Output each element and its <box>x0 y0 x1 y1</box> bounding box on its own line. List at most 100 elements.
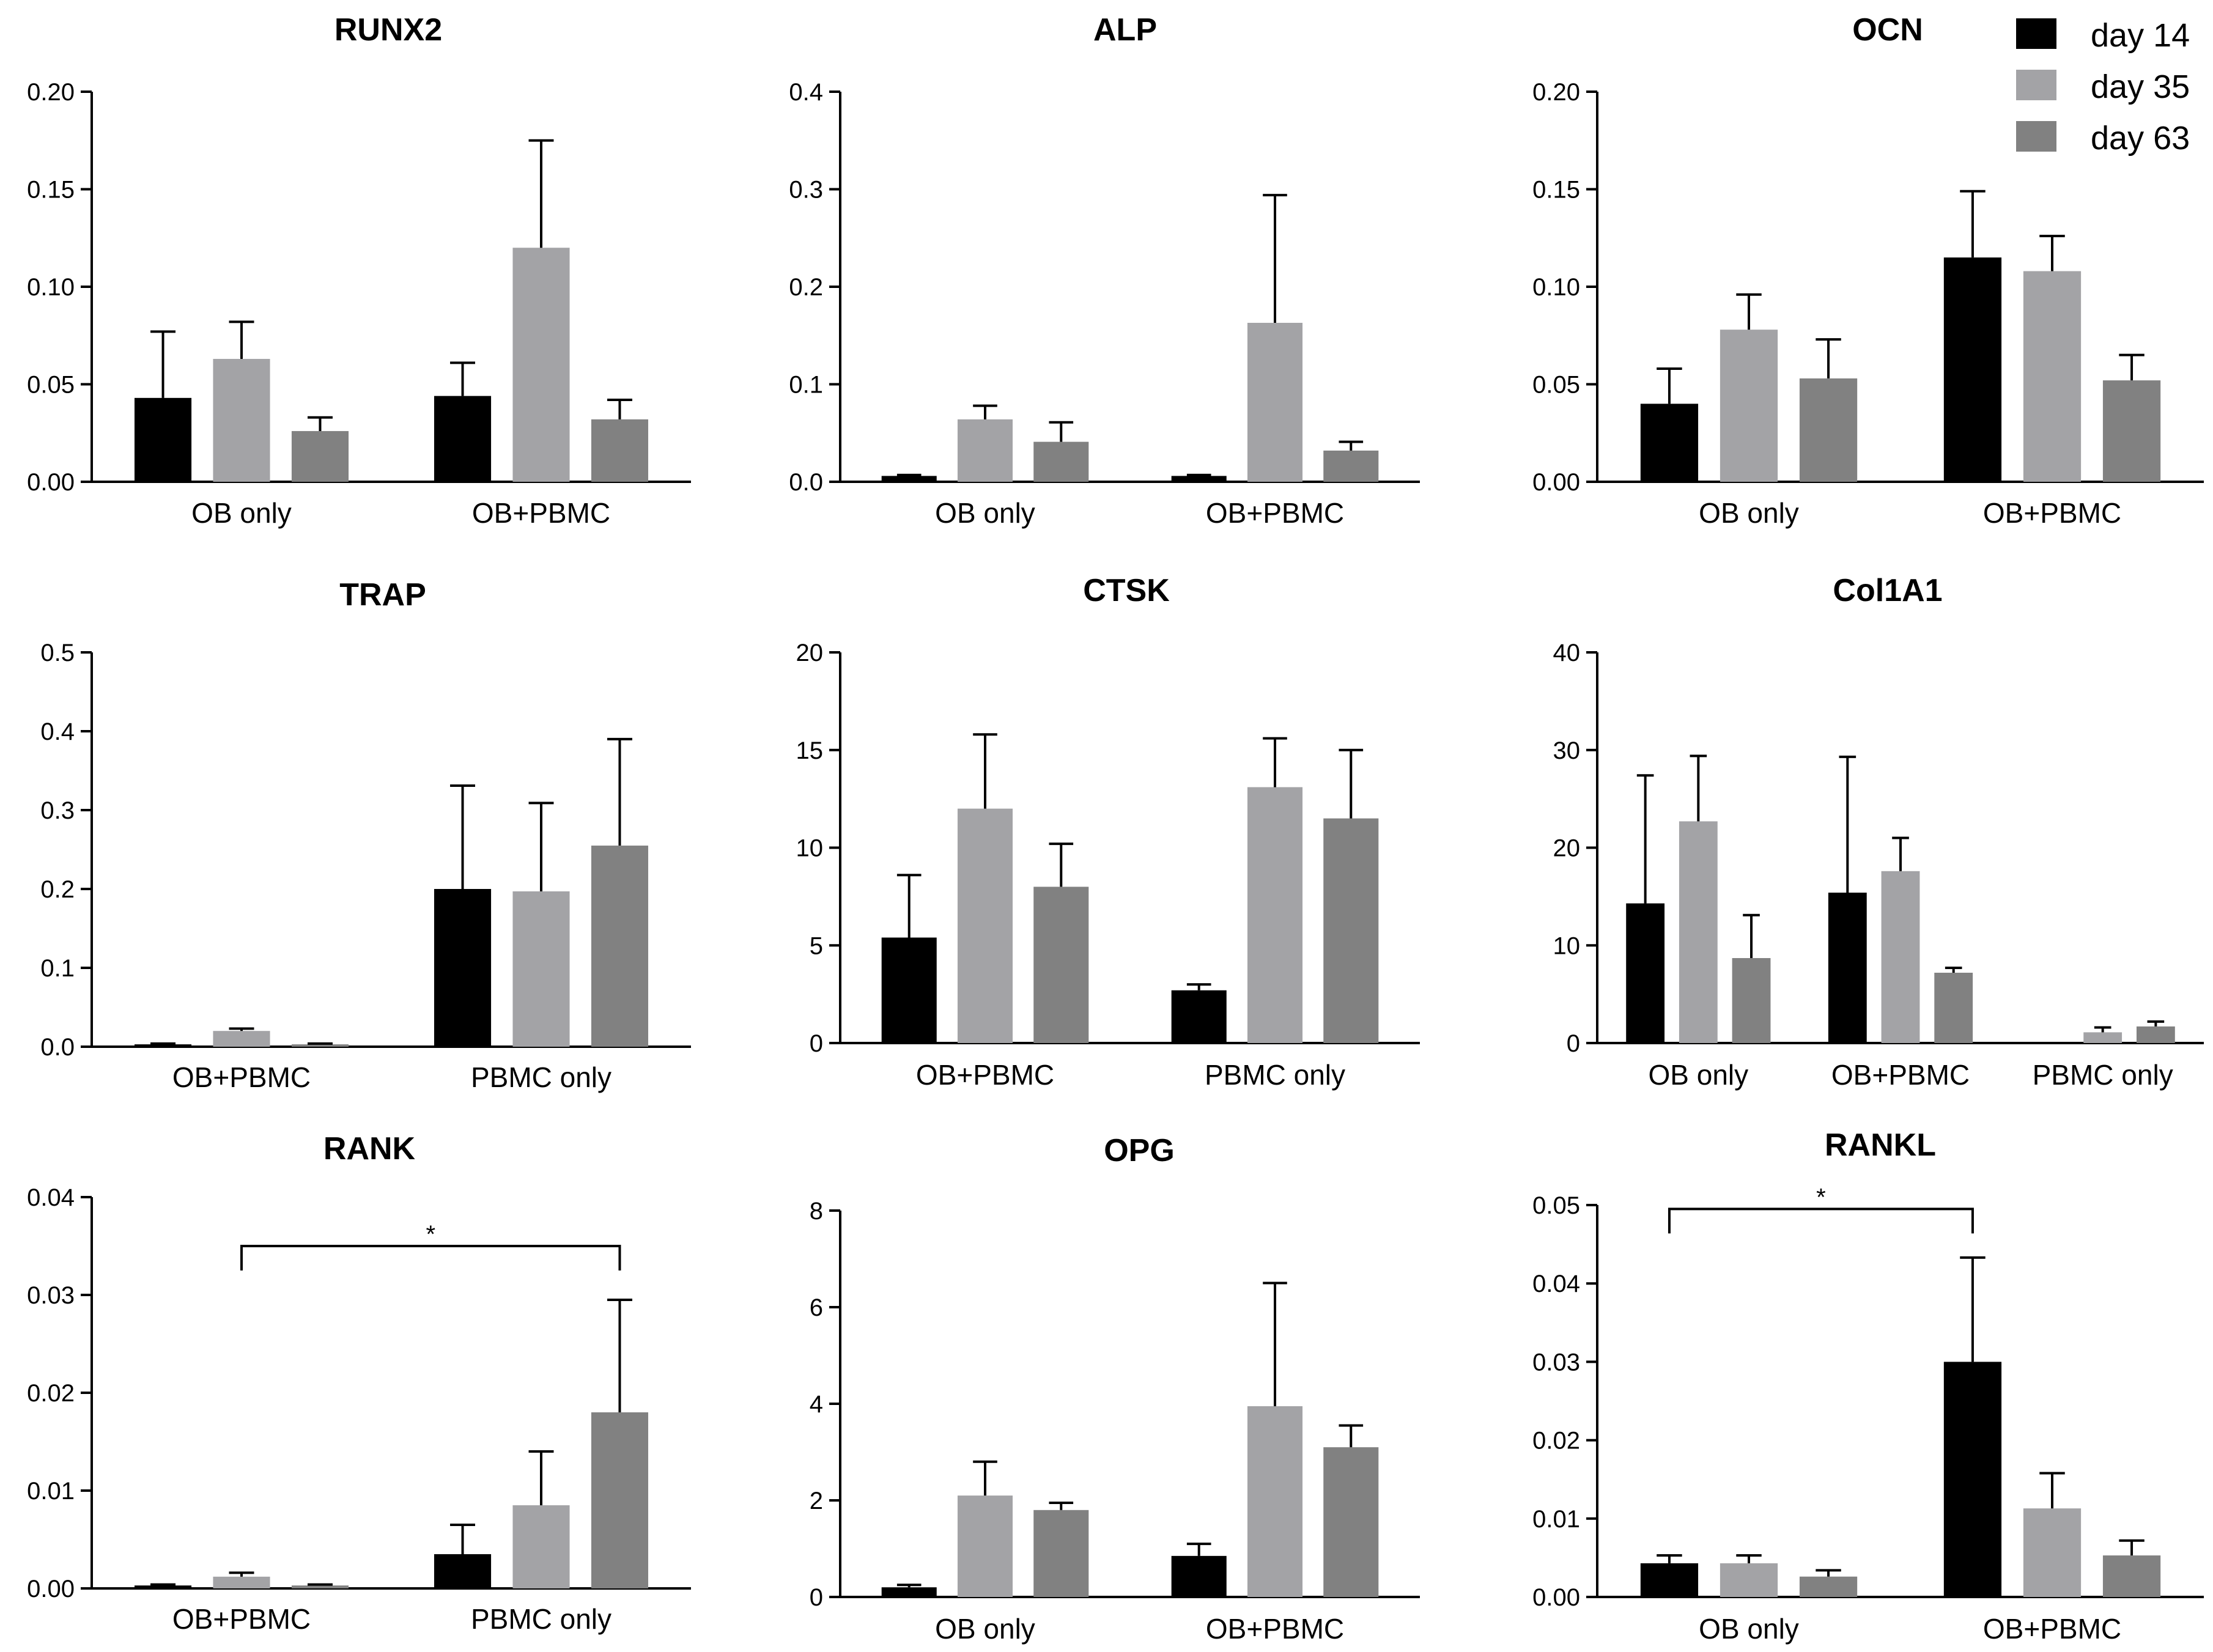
y-tick-label: 10 <box>796 835 824 862</box>
significance-label: * <box>426 1221 435 1248</box>
bar-ob-pbmc-day-14 <box>434 396 492 482</box>
bar-pbmc-only-day-35 <box>1247 787 1303 1043</box>
x-category-label: OB only <box>1649 1059 1749 1091</box>
y-tick-label: 0 <box>810 1584 823 1611</box>
x-category-label: OB+PBMC <box>472 497 610 529</box>
panel-runx2: RUNX2 0.00 0.05 0.10 0.15 0.20 OB only OB+PBMC <box>27 12 691 529</box>
bar-ob-pbmc-day-14 <box>881 937 937 1043</box>
bar-ob-only-day-63 <box>1799 1576 1858 1597</box>
bar-ob-pbmc-day-14 <box>134 1044 192 1047</box>
bar-ob-only-day-63 <box>291 431 349 482</box>
bar-ob-only-day-35 <box>1720 330 1778 482</box>
bar-pbmc-only-day-14 <box>434 889 492 1047</box>
bar-ob-pbmc-day-35 <box>957 808 1013 1043</box>
y-tick-label: 0.15 <box>27 177 75 204</box>
chart-title: OCN <box>1852 12 1923 48</box>
x-category-label: OB+PBMC <box>1831 1059 1970 1091</box>
y-tick-label: 0.02 <box>27 1380 75 1407</box>
y-tick-label: 0.4 <box>40 718 75 745</box>
bar-ob-only-day-35 <box>213 359 270 482</box>
panel-trap: TRAP 0.0 0.1 0.2 0.3 0.4 0.5 OB+PBMC PBMC only <box>40 577 691 1093</box>
bar-ob-only-day-14 <box>881 476 937 482</box>
legend-label-day-14: day 14 <box>2091 17 2190 54</box>
chart-title: RANK <box>323 1131 416 1167</box>
y-tick-label: 4 <box>810 1391 823 1418</box>
bar-ob-pbmc-day-35 <box>1247 1406 1303 1597</box>
y-tick-label: 0.03 <box>27 1282 75 1309</box>
x-category-label: OB+PBMC <box>1983 1613 2121 1645</box>
bar-ob-pbmc-day-14 <box>1171 476 1227 482</box>
bar-ob-pbmc-day-63 <box>2102 380 2161 482</box>
y-tick-label: 0.01 <box>1532 1506 1580 1533</box>
bar-ob-only-day-14 <box>1640 404 1699 482</box>
bar-ob-only-day-35 <box>957 1495 1013 1597</box>
bar-ob-only-day-14 <box>1640 1563 1699 1597</box>
y-tick-label: 0.00 <box>27 469 75 496</box>
panel-alp: ALP 0.0 0.1 0.2 0.3 0.4 OB only OB+PBMC <box>789 12 1420 529</box>
x-category-label: OB only <box>191 497 292 529</box>
bar-ob-only-day-35 <box>957 419 1013 482</box>
y-tick-label: 0.3 <box>789 177 823 204</box>
y-tick-label: 0.15 <box>1532 177 1580 204</box>
legend-label-day-35: day 35 <box>2091 68 2190 105</box>
bar-ob-only-day-14 <box>1626 903 1665 1043</box>
bar-ob-pbmc-day-14 <box>1943 1362 2002 1597</box>
bar-ob-pbmc-day-35 <box>512 248 570 482</box>
panel-col1a1: Col1A1 0 10 20 30 40 OB only OB+PBMC PBMC only <box>1553 573 2204 1091</box>
bar-pbmc-only-day-35 <box>512 1505 570 1588</box>
y-tick-label: 40 <box>1553 640 1581 666</box>
chart-title: CTSK <box>1083 573 1170 608</box>
x-category-label: OB+PBMC <box>1983 497 2121 529</box>
bar-pbmc-only-day-14 <box>1171 990 1227 1043</box>
y-tick-label: 0.0 <box>789 469 823 496</box>
y-tick-label: 0.01 <box>27 1478 75 1505</box>
bar-pbmc-only-day-63 <box>2136 1026 2175 1043</box>
y-tick-label: 0.05 <box>1532 1192 1580 1219</box>
bar-ob-pbmc-day-35 <box>2023 271 2082 482</box>
y-tick-label: 0.03 <box>1532 1349 1580 1376</box>
significance-label: * <box>1816 1184 1826 1211</box>
y-tick-label: 0.00 <box>1532 1584 1580 1611</box>
bar-ob-pbmc-day-63 <box>591 419 649 482</box>
legend-swatch-day-35 <box>2016 70 2056 100</box>
panel-ctsk: CTSK 0 5 10 15 20 OB+PBMC PBMC only <box>796 573 1420 1091</box>
y-tick-label: 0.3 <box>40 797 75 824</box>
bar-pbmc-only-day-63 <box>1323 818 1379 1043</box>
y-tick-label: 6 <box>810 1294 823 1321</box>
bar-pbmc-only-day-63 <box>591 1412 649 1588</box>
chart-title: ALP <box>1093 12 1157 48</box>
legend-label-day-63: day 63 <box>2091 120 2190 157</box>
bar-pbmc-only-day-63 <box>591 846 649 1047</box>
significance-bracket <box>1668 1208 1974 1234</box>
y-tick-label: 0.04 <box>27 1184 75 1211</box>
bar-pbmc-only-day-35 <box>512 891 570 1047</box>
y-tick-label: 0 <box>810 1030 823 1057</box>
bar-ob-pbmc-day-14 <box>1171 1555 1227 1597</box>
y-tick-label: 0.1 <box>40 955 75 982</box>
chart-title: Col1A1 <box>1833 573 1942 608</box>
significance-bracket <box>240 1245 621 1270</box>
chart-title: RUNX2 <box>334 12 442 48</box>
bar-ob-pbmc-day-14 <box>1828 892 1867 1043</box>
y-tick-label: 0.04 <box>1532 1270 1580 1297</box>
bar-ob-pbmc-day-63 <box>2102 1555 2161 1597</box>
chart-title: TRAP <box>339 577 426 613</box>
x-category-label: OB+PBMC <box>172 1061 311 1093</box>
y-tick-label: 0.1 <box>789 372 823 399</box>
y-tick-label: 0.02 <box>1532 1428 1580 1455</box>
panel-ocn: OCN 0.00 0.05 0.10 0.15 0.20 OB only OB+PBMC <box>1532 12 2204 529</box>
y-tick-label: 0.10 <box>27 274 75 301</box>
bar-ob-pbmc-day-63 <box>1033 887 1089 1043</box>
legend-swatch-day-63 <box>2016 121 2056 152</box>
bar-ob-pbmc-day-35 <box>1247 323 1303 482</box>
panel-rankl: RANKL 0.00 0.01 0.02 0.03 0.04 0.05 OB only OB+P… <box>1532 1127 2204 1645</box>
y-tick-label: 0.00 <box>27 1576 75 1602</box>
bar-ob-only-day-63 <box>1732 958 1771 1043</box>
y-tick-label: 10 <box>1553 932 1581 959</box>
x-category-label: OB+PBMC <box>172 1603 311 1635</box>
bar-pbmc-only-day-14 <box>434 1554 492 1588</box>
bar-ob-pbmc-day-63 <box>1934 972 1973 1043</box>
y-tick-label: 8 <box>810 1198 823 1225</box>
